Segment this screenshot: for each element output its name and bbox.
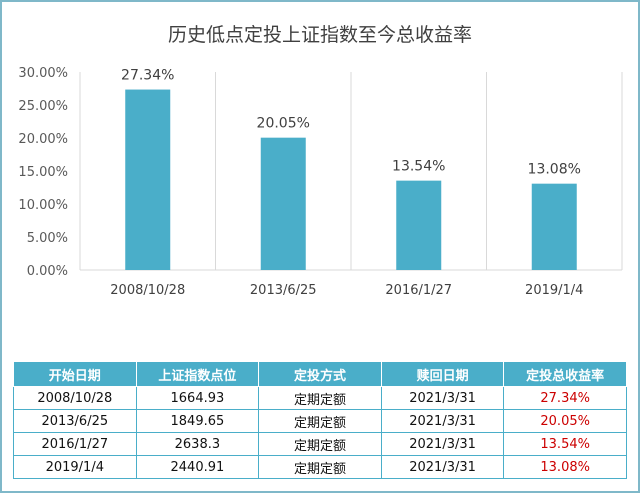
x-tick-label: 2016/1/27 [385, 283, 452, 298]
cell-method: 定期定额 [258, 386, 382, 410]
cell-method: 定期定额 [258, 409, 382, 433]
cell-start-date: 2016/1/27 [13, 432, 137, 456]
header-index-level: 上证指数点位 [135, 361, 260, 387]
x-tick-label: 2008/10/28 [110, 283, 185, 298]
cell-start-date: 2008/10/28 [13, 386, 137, 410]
cell-method: 定期定额 [258, 455, 382, 479]
cell-total-return: 13.08% [503, 455, 627, 479]
table-header-row: 开始日期 上证指数点位 定投方式 赎回日期 定投总收益率 [13, 361, 627, 387]
cell-start-date: 2013/6/25 [13, 409, 137, 433]
y-tick-label: 20.00% [18, 132, 68, 147]
cell-index-level: 1849.65 [135, 409, 260, 433]
bar [531, 183, 577, 270]
cell-total-return: 20.05% [503, 409, 627, 433]
table-row: 2013/6/25 1849.65 定期定额 2021/3/31 20.05% [13, 409, 627, 433]
cell-start-date: 2019/1/4 [13, 455, 137, 479]
chart-canvas: 0.00% 5.00% 10.00% 15.00% 20.00% 25.00% 30.00%… [18, 66, 623, 298]
summary-table: 开始日期 上证指数点位 定投方式 赎回日期 定投总收益率 2008/10/28 … [13, 361, 627, 479]
data-label: 27.34% [121, 68, 174, 84]
bar-chart: 历史低点定投上证指数至今总收益率 0.00% 5.00% 10.00% 15.00% 2… [2, 2, 638, 342]
data-label: 13.08% [528, 162, 581, 178]
cell-method: 定期定额 [258, 432, 382, 456]
cell-redeem-date: 2021/3/31 [380, 455, 505, 479]
table-row: 2019/1/4 2440.91 定期定额 2021/3/31 13.08% [13, 455, 627, 479]
table-row: 2016/1/27 2638.3 定期定额 2021/3/31 13.54% [13, 432, 627, 456]
header-total-return: 定投总收益率 [503, 361, 627, 387]
cell-redeem-date: 2021/3/31 [380, 386, 505, 410]
y-tick-label: 10.00% [18, 198, 68, 213]
y-tick-label: 30.00% [18, 66, 68, 81]
bar [260, 137, 306, 270]
cell-total-return: 27.34% [503, 386, 627, 410]
header-start-date: 开始日期 [13, 361, 137, 387]
cell-redeem-date: 2021/3/31 [380, 409, 505, 433]
cell-index-level: 2638.3 [135, 432, 260, 456]
chart-title: 历史低点定投上证指数至今总收益率 [167, 24, 472, 46]
data-label: 13.54% [392, 159, 445, 175]
y-tick-label: 0.00% [27, 264, 68, 279]
table-row: 2008/10/28 1664.93 定期定额 2021/3/31 27.34% [13, 386, 627, 410]
y-tick-label: 15.00% [18, 165, 68, 180]
x-tick-label: 2019/1/4 [525, 283, 583, 298]
cell-total-return: 13.54% [503, 432, 627, 456]
cell-index-level: 1664.93 [135, 386, 260, 410]
header-method: 定投方式 [258, 361, 382, 387]
bar [396, 180, 442, 270]
x-tick-label: 2013/6/25 [250, 283, 317, 298]
cell-index-level: 2440.91 [135, 455, 260, 479]
data-label: 20.05% [257, 116, 310, 132]
cell-redeem-date: 2021/3/31 [380, 432, 505, 456]
y-tick-label: 25.00% [18, 99, 68, 114]
y-tick-label: 5.00% [27, 231, 68, 246]
bar [125, 89, 171, 270]
header-redeem-date: 赎回日期 [380, 361, 505, 387]
